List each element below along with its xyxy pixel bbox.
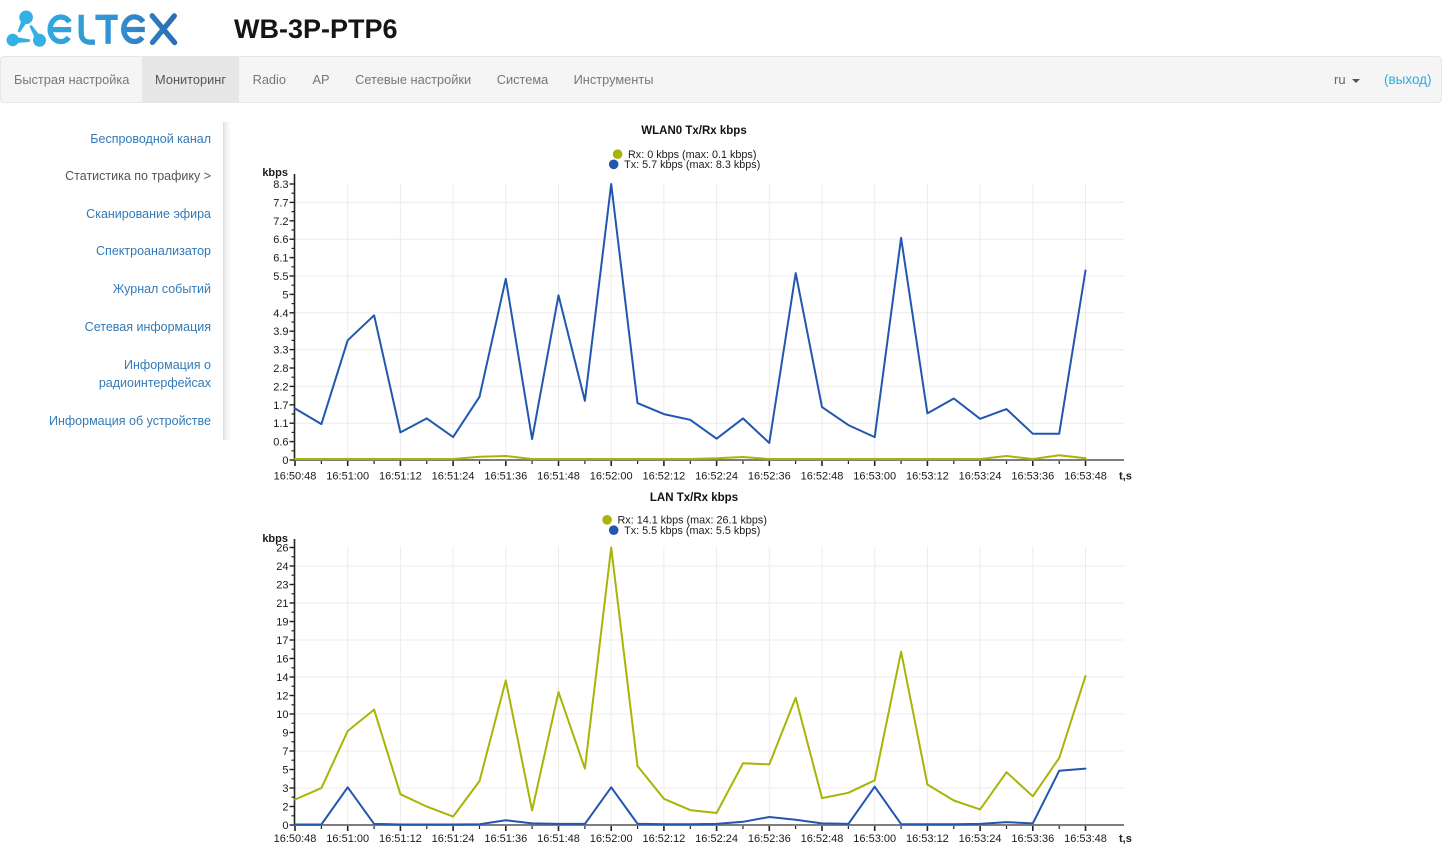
svg-text:7: 7 <box>282 746 288 758</box>
svg-text:7.2: 7.2 <box>273 216 288 228</box>
svg-text:Tx: 5.7 kbps (max: 8.3 kbps): Tx: 5.7 kbps (max: 8.3 kbps) <box>624 159 760 171</box>
svg-text:Rx: 0 kbps (max: 0.1 kbps): Rx: 0 kbps (max: 0.1 kbps) <box>628 149 756 161</box>
svg-text:2: 2 <box>282 802 288 814</box>
svg-text:16:53:36: 16:53:36 <box>1011 833 1054 845</box>
svg-text:6.1: 6.1 <box>273 253 288 265</box>
svg-text:16:52:48: 16:52:48 <box>801 833 844 845</box>
svg-text:16: 16 <box>276 654 288 666</box>
svg-text:16:53:24: 16:53:24 <box>959 833 1002 845</box>
svg-text:16:53:00: 16:53:00 <box>853 833 896 845</box>
svg-text:t,s: t,s <box>1119 833 1132 845</box>
svg-text:t,s: t,s <box>1119 471 1132 483</box>
svg-text:16:52:24: 16:52:24 <box>695 833 738 845</box>
svg-text:3.9: 3.9 <box>273 326 288 338</box>
svg-text:WLAN0 Tx/Rx kbps: WLAN0 Tx/Rx kbps <box>641 125 746 137</box>
svg-text:16:50:48: 16:50:48 <box>274 471 317 483</box>
svg-text:2.2: 2.2 <box>273 381 288 393</box>
svg-text:kbps: kbps <box>262 533 288 545</box>
svg-text:16:51:12: 16:51:12 <box>379 833 422 845</box>
svg-text:16:52:12: 16:52:12 <box>642 833 685 845</box>
svg-text:0.6: 0.6 <box>273 437 288 449</box>
svg-text:6.6: 6.6 <box>273 234 288 246</box>
svg-text:4.4: 4.4 <box>273 308 288 320</box>
svg-text:16:51:48: 16:51:48 <box>537 833 580 845</box>
svg-text:5.5: 5.5 <box>273 271 288 283</box>
svg-text:3: 3 <box>282 783 288 795</box>
svg-text:14: 14 <box>276 672 288 684</box>
svg-text:16:53:48: 16:53:48 <box>1064 471 1107 483</box>
svg-text:16:52:00: 16:52:00 <box>590 833 633 845</box>
svg-text:17: 17 <box>276 635 288 647</box>
svg-text:21: 21 <box>276 598 288 610</box>
svg-text:9: 9 <box>282 728 288 740</box>
svg-text:16:53:48: 16:53:48 <box>1064 833 1107 845</box>
svg-text:16:51:00: 16:51:00 <box>326 833 369 845</box>
svg-text:10: 10 <box>276 709 288 721</box>
svg-text:8.3: 8.3 <box>273 179 288 191</box>
svg-text:26: 26 <box>276 543 288 555</box>
svg-text:16:53:12: 16:53:12 <box>906 471 949 483</box>
svg-text:16:51:36: 16:51:36 <box>484 833 527 845</box>
svg-text:12: 12 <box>276 691 288 703</box>
svg-text:19: 19 <box>276 617 288 629</box>
svg-text:16:53:00: 16:53:00 <box>853 471 896 483</box>
svg-text:0: 0 <box>282 820 288 832</box>
svg-text:Rx: 14.1 kbps (max: 26.1 kbps): Rx: 14.1 kbps (max: 26.1 kbps) <box>618 515 767 527</box>
svg-text:16:53:36: 16:53:36 <box>1011 471 1054 483</box>
svg-text:24: 24 <box>276 561 288 573</box>
svg-text:16:52:48: 16:52:48 <box>801 471 844 483</box>
svg-text:16:51:24: 16:51:24 <box>432 471 475 483</box>
svg-text:16:50:48: 16:50:48 <box>274 833 317 845</box>
svg-text:5: 5 <box>282 765 288 777</box>
svg-text:16:53:24: 16:53:24 <box>959 471 1002 483</box>
svg-text:16:52:24: 16:52:24 <box>695 471 738 483</box>
svg-text:16:51:48: 16:51:48 <box>537 471 580 483</box>
svg-text:0: 0 <box>282 455 288 467</box>
svg-text:2.8: 2.8 <box>273 363 288 375</box>
svg-text:16:51:24: 16:51:24 <box>432 833 475 845</box>
svg-text:7.7: 7.7 <box>273 197 288 209</box>
svg-text:16:52:00: 16:52:00 <box>590 471 633 483</box>
svg-text:16:51:00: 16:51:00 <box>326 471 369 483</box>
svg-text:16:52:36: 16:52:36 <box>748 471 791 483</box>
svg-text:3.3: 3.3 <box>273 345 288 357</box>
svg-text:1.7: 1.7 <box>273 400 288 412</box>
svg-text:Tx: 5.5 kbps (max: 5.5 kbps): Tx: 5.5 kbps (max: 5.5 kbps) <box>624 525 760 537</box>
svg-text:16:52:12: 16:52:12 <box>642 471 685 483</box>
svg-text:kbps: kbps <box>262 167 288 179</box>
svg-text:16:52:36: 16:52:36 <box>748 833 791 845</box>
svg-text:1.1: 1.1 <box>273 418 288 430</box>
svg-text:16:51:36: 16:51:36 <box>484 471 527 483</box>
svg-text:16:53:12: 16:53:12 <box>906 833 949 845</box>
svg-text:5: 5 <box>282 289 288 301</box>
svg-text:16:51:12: 16:51:12 <box>379 471 422 483</box>
svg-text:23: 23 <box>276 580 288 592</box>
svg-text:LAN Tx/Rx kbps: LAN Tx/Rx kbps <box>650 492 738 504</box>
